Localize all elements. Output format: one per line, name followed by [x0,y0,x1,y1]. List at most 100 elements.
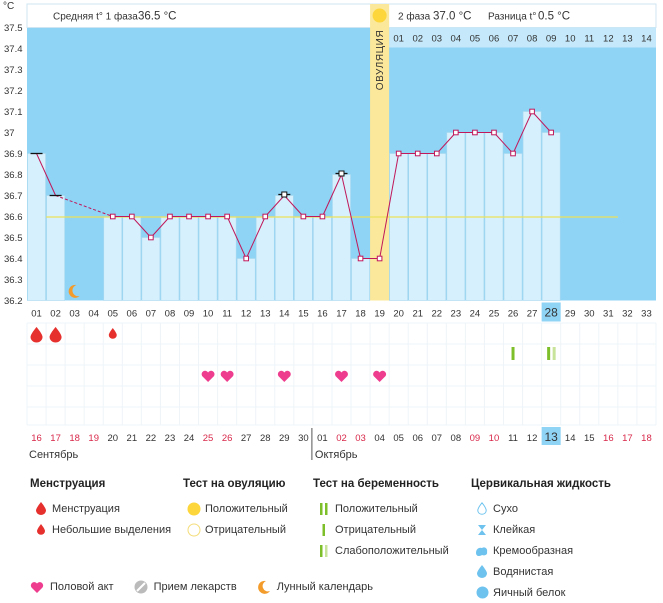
legend-cervical-title: Цервикальная жидкость [471,478,611,490]
legend-cervical-creamy-item: Кремообразная [471,540,611,561]
preg-positive-icon [313,502,335,516]
cycle-day-label: 11 [222,309,232,320]
moon-icon [68,284,80,298]
legend-preg-positive-label: Положительный [335,502,418,515]
calendar-date-label: 09 [470,433,481,444]
temp-bar [160,216,180,301]
temp-line-segment [531,111,552,133]
legend-preg-positive-item: Положительный [313,498,449,519]
legend-preg-negative-label: Отрицательный [335,523,416,536]
temp-point [319,213,326,220]
cycle-day-label: 28 [544,306,558,320]
preg-test-faint-marker [552,347,556,360]
header-band [26,3,657,28]
blood-drop-icon [30,327,43,343]
temp-bar [351,258,370,301]
temp-point [529,108,535,115]
calendar-date-label: 07 [432,433,443,444]
legend-preg-faint-item: Слабоположительный [313,540,449,561]
heart-icon [277,370,291,382]
small-drop-icon [108,328,117,339]
calendar-date-label: 24 [184,433,195,444]
calendar-date-label: 22 [146,433,157,444]
calendar-date-label: 16 [31,433,42,444]
y-tick-label: 37.2 [4,86,23,97]
calendar-date-label: 10 [489,433,500,444]
sticky-icon [471,524,493,536]
phase2-average-value: 37.0 °C [433,11,471,23]
cycle-day-label: 17 [336,309,347,320]
temp-bar [236,258,256,301]
y-tick-label: 37 [4,128,15,139]
cycle-day-label: 10 [203,309,214,320]
cycle-day-label: 05 [107,309,118,320]
legend-pregnancy-test-title: Тест на беременность [313,478,439,490]
cycle-day-label: 19 [374,309,385,320]
legend-moon-item: Лунный календарь [257,580,373,594]
calendar-date-label: 21 [127,433,138,444]
heart-icon [220,370,234,382]
phase2-day-label: 14 [641,34,652,45]
temp-point [262,213,269,220]
y-tick-label: 36.7 [4,191,23,202]
temp-bar [122,216,142,301]
calendar-date-label: 19 [88,433,99,444]
phase2-day-label: 04 [451,34,462,45]
phase2-average-label: 2 фаза [398,11,431,23]
legend-cervical-creamy-label: Кремообразная [493,544,574,557]
legend-cervical-eggwhite-item: Яичный белок [471,582,611,603]
phase2-day-label: 01 [393,34,404,45]
temp-bar [522,111,542,301]
legend-ovtest-positive-label: Положительный [205,502,288,515]
temp-bar [274,195,294,301]
temp-line-segment [226,216,247,259]
temp-line-segment [150,216,171,238]
ovtest-negative-icon [183,523,205,537]
temp-point-box [338,170,345,177]
calendar-date-label: 18 [641,433,652,444]
calendar-date-label: 30 [298,433,309,444]
temp-point [453,129,459,136]
legend-ovtest-negative-label: Отрицательный [205,523,286,536]
calendar-date-label: 01 [317,433,328,444]
heart-icon [30,581,44,593]
y-tick-label: 36.4 [4,254,23,265]
temp-point [186,213,192,220]
y-tick-label: 36.2 [4,296,23,307]
cycle-day-label: 24 [470,309,481,320]
temp-point [433,150,440,157]
y-tick-label: 36.9 [4,149,23,160]
preg-test-faint-marker [547,347,551,360]
temp-point [395,150,402,157]
cycle-day-label: 30 [584,309,595,320]
calendar-date-label: 13 [544,430,558,444]
legend-bottom: Половой акт Прием лекарств Лунный календ… [30,580,393,594]
legend-spotting-label: Небольшие выделения [52,523,172,536]
temp-point [510,150,516,157]
phase2-day-row [389,27,656,48]
legend-cervical-dry-item: Сухо [471,498,611,519]
temp-line-segment [379,153,400,259]
temp-point [472,129,478,136]
legend-cervical-watery-item: Водянистая [471,561,611,582]
cycle-day-label: 04 [88,309,99,320]
legend-medication-label: Прием лекарств [153,581,237,593]
dry-drop-icon [471,502,493,515]
temp-bar [198,216,218,301]
temp-bar [141,237,161,301]
temp-difference-value: 0.5 °C [538,11,570,23]
calendar-date-label: 02 [336,433,347,444]
blood-drop-icon [30,502,52,515]
cycle-day-label: 01 [31,309,42,320]
month-label-end: Октябрь [315,449,358,461]
pill-icon [134,580,148,594]
y-tick-label: 37.1 [4,107,23,118]
small-drop-icon [30,524,52,535]
y-axis-unit: °C [3,1,14,12]
month-label-start: Сентябрь [29,449,79,461]
phase2-day-label: 11 [584,34,594,45]
cycle-day-label: 12 [241,309,252,320]
y-tick-label: 37.4 [4,44,23,55]
phase2-day-label: 03 [432,34,443,45]
phase2-day-label: 08 [527,34,538,45]
